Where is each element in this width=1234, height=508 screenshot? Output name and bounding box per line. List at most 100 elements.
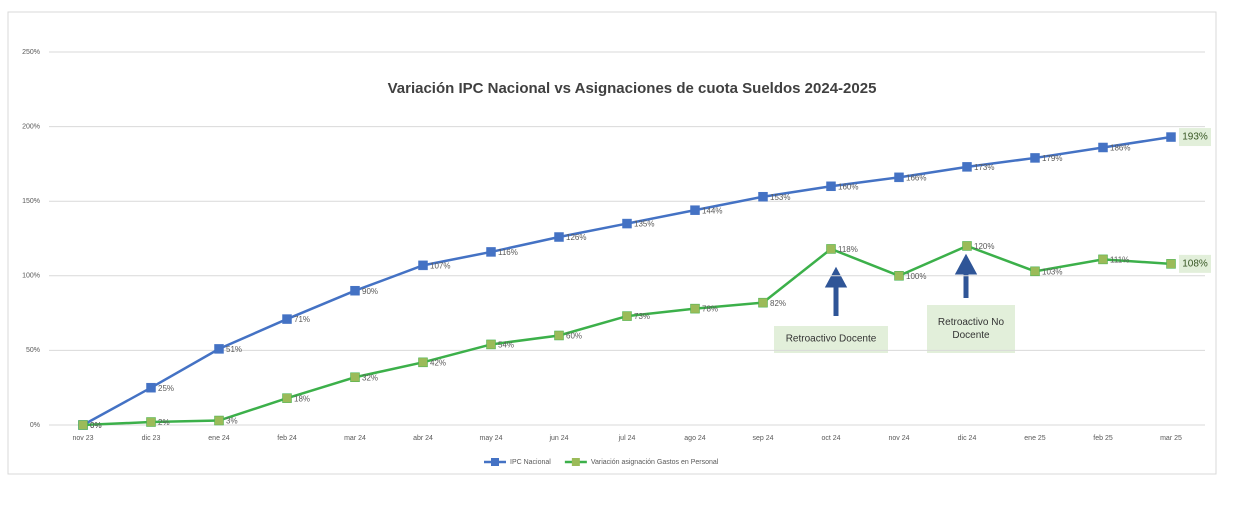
x-tick-label: feb 25	[1093, 435, 1113, 442]
x-tick-label: sep 24	[752, 435, 773, 442]
data-label: 51%	[226, 345, 242, 354]
annotation-docente: Retroactivo Docente	[774, 266, 888, 353]
marker	[214, 344, 224, 354]
data-label: 0%	[90, 421, 102, 430]
x-tick-label: ene 25	[1024, 435, 1046, 442]
data-label: 116%	[498, 248, 518, 257]
y-tick-label: 150%	[22, 198, 40, 205]
data-label: 82%	[770, 299, 786, 308]
marker	[1166, 132, 1176, 142]
data-label: 173%	[974, 163, 994, 172]
annotation-box	[774, 326, 888, 353]
data-label: 126%	[566, 233, 586, 242]
annotation-box	[927, 305, 1015, 353]
x-tick-label: dic 23	[142, 435, 161, 442]
marker	[554, 232, 564, 242]
marker	[486, 247, 496, 257]
marker	[758, 297, 768, 308]
marker	[214, 415, 224, 426]
data-label: 78%	[702, 305, 718, 314]
marker	[962, 241, 972, 251]
marker	[418, 260, 428, 271]
y-tick-label: 50%	[26, 347, 40, 354]
data-label: 71%	[294, 315, 310, 324]
legend-label: IPC Nacional	[510, 459, 551, 466]
marker	[350, 372, 360, 383]
x-tick-label: oct 24	[821, 435, 840, 442]
data-label: 90%	[362, 287, 378, 296]
marker	[826, 244, 836, 254]
x-tick-label: dic 24	[958, 435, 977, 442]
marker	[78, 420, 88, 430]
marker	[826, 181, 836, 192]
x-tick-label: mar 25	[1160, 435, 1182, 442]
marker	[1030, 153, 1040, 163]
data-label: 118%	[838, 245, 858, 254]
data-label: 3%	[226, 417, 238, 426]
marker	[146, 417, 156, 427]
arrow	[824, 266, 848, 316]
marker	[690, 303, 700, 314]
marker	[1098, 142, 1108, 153]
data-label: 73%	[634, 312, 650, 321]
annotation-no-docente: Retroactivo No Docente	[927, 253, 1015, 353]
annotation-wrap: Retroactivo No Docente	[937, 317, 1005, 341]
x-tick-label: abr 24	[413, 435, 433, 442]
x-tick-label: jul 24	[618, 435, 636, 442]
marker	[1166, 259, 1176, 269]
data-label: 111%	[1110, 255, 1129, 264]
chart-frame	[7, 11, 1217, 475]
x-tick-label: feb 24	[277, 435, 297, 442]
marker	[894, 271, 904, 281]
data-label: 179%	[1042, 154, 1062, 163]
x-tick-label: may 24	[480, 435, 503, 442]
chart-title: Variación IPC Nacional vs Asignaciones d…	[388, 80, 877, 97]
marker	[1030, 266, 1040, 277]
marker	[554, 330, 564, 341]
data-label: 103%	[1042, 267, 1062, 276]
marker	[282, 393, 292, 403]
y-tick-label: 0%	[30, 422, 40, 429]
x-tick-label: ago 24	[684, 435, 706, 442]
data-label: 160%	[838, 182, 858, 191]
data-label: 135%	[634, 220, 654, 229]
data-label: 2%	[158, 418, 170, 427]
data-label: 108%	[1182, 259, 1208, 270]
data-label: 107%	[430, 261, 450, 270]
marker	[690, 205, 700, 215]
data-label: 153%	[770, 193, 790, 202]
marker	[894, 172, 904, 183]
legend-marker	[491, 458, 499, 466]
y-tick-label: 200%	[22, 123, 40, 130]
marker	[350, 285, 360, 296]
marker	[486, 339, 496, 350]
data-label: 144%	[702, 206, 722, 215]
marker	[146, 382, 156, 393]
data-label: 42%	[430, 358, 446, 367]
data-label: 18%	[294, 394, 310, 403]
data-label: 186%	[1110, 144, 1130, 153]
data-label: 166%	[906, 173, 926, 182]
x-tick-label: mar 24	[344, 435, 366, 442]
marker	[622, 311, 632, 321]
marker	[1098, 254, 1108, 265]
data-label: 120%	[974, 242, 994, 251]
marker	[622, 218, 632, 229]
marker	[418, 357, 428, 368]
x-tick-label: nov 23	[72, 435, 93, 442]
label-box	[1179, 128, 1211, 147]
data-label: 193%	[1182, 132, 1208, 143]
data-label: 32%	[362, 373, 378, 382]
y-tick-label: 250%	[22, 49, 40, 56]
label-box	[1179, 254, 1211, 273]
annotation: Retroactivo No Docente	[937, 317, 1005, 341]
marker	[962, 162, 972, 172]
legend-label: Variación asignación Gastos en Personal	[591, 459, 719, 466]
legend-marker	[571, 458, 580, 466]
data-label: 25%	[158, 384, 174, 393]
annotation: Retroactivo Docente	[786, 334, 877, 345]
marker	[758, 191, 768, 202]
data-label: 54%	[498, 341, 514, 350]
x-tick-label: nov 24	[888, 435, 909, 442]
